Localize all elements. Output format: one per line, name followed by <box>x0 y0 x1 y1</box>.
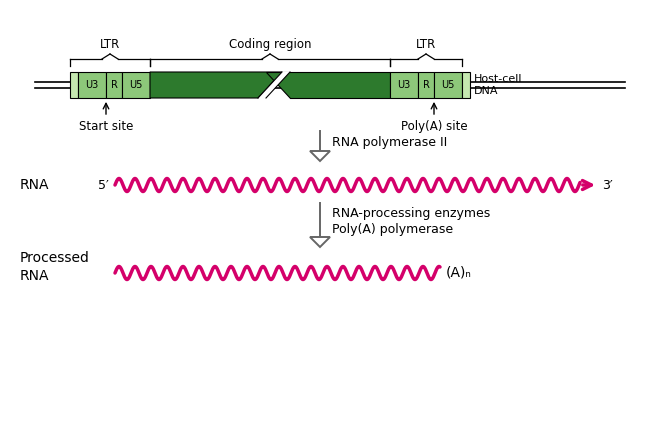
Polygon shape <box>258 72 290 98</box>
Text: RNA-processing enzymes: RNA-processing enzymes <box>332 207 490 220</box>
Text: Host-cell
DNA: Host-cell DNA <box>474 74 523 96</box>
Text: RNA polymerase II: RNA polymerase II <box>332 136 447 148</box>
Polygon shape <box>310 151 330 161</box>
Bar <box>122 72 150 98</box>
Text: LTR: LTR <box>100 38 120 51</box>
Text: U3: U3 <box>397 80 411 90</box>
Text: U5: U5 <box>442 80 455 90</box>
Bar <box>434 72 462 98</box>
Text: Poly(A) site: Poly(A) site <box>401 120 467 133</box>
Bar <box>70 72 78 98</box>
Polygon shape <box>150 72 282 98</box>
Text: Start site: Start site <box>79 120 133 133</box>
Text: Processed
RNA: Processed RNA <box>20 251 90 283</box>
Text: 3′: 3′ <box>602 179 613 191</box>
Text: U5: U5 <box>129 80 143 90</box>
Text: U3: U3 <box>86 80 99 90</box>
Text: R: R <box>422 80 430 90</box>
Text: Coding region: Coding region <box>229 38 311 51</box>
Text: LTR: LTR <box>416 38 436 51</box>
Bar <box>106 72 122 98</box>
Polygon shape <box>266 72 390 98</box>
Bar <box>390 72 418 98</box>
Bar <box>78 72 106 98</box>
Text: 5′: 5′ <box>98 179 109 191</box>
Polygon shape <box>310 237 330 247</box>
Text: (A)ₙ: (A)ₙ <box>446 266 472 280</box>
Bar <box>462 72 470 98</box>
Text: R: R <box>111 80 117 90</box>
Text: Poly(A) polymerase: Poly(A) polymerase <box>332 223 453 236</box>
Text: RNA: RNA <box>20 178 49 192</box>
Bar <box>418 72 434 98</box>
